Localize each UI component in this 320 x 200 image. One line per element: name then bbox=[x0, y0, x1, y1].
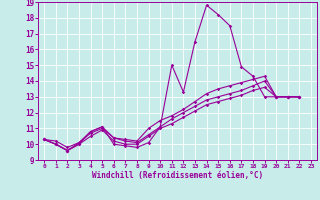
X-axis label: Windchill (Refroidissement éolien,°C): Windchill (Refroidissement éolien,°C) bbox=[92, 171, 263, 180]
